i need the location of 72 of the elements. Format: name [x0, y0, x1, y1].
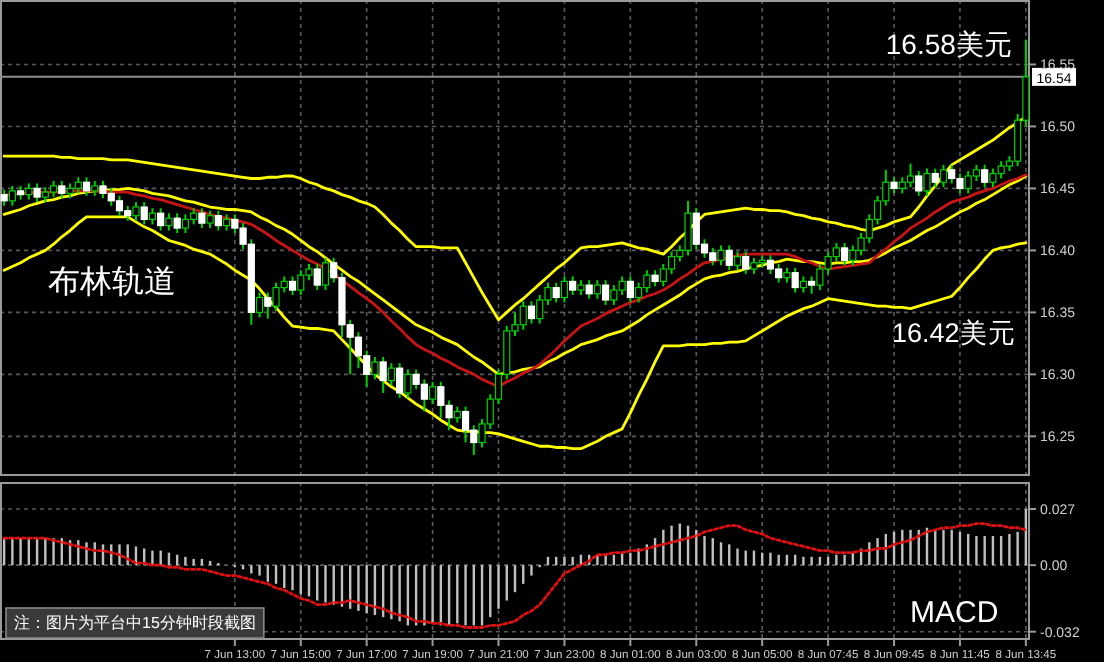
candlestick	[536, 294, 544, 325]
candlestick	[264, 291, 272, 320]
candlestick	[626, 275, 634, 304]
candlestick	[272, 281, 280, 313]
candlestick	[717, 244, 725, 267]
candlestick	[404, 368, 412, 399]
candlestick	[396, 362, 404, 399]
candlestick	[552, 281, 560, 304]
candlestick	[931, 167, 939, 189]
candlestick	[354, 331, 363, 370]
candlestick	[667, 250, 676, 275]
candlestick	[742, 250, 750, 275]
candlestick	[157, 207, 165, 232]
candlestick	[989, 167, 997, 189]
candlestick	[923, 167, 931, 197]
candlestick	[775, 263, 783, 284]
candlestick	[602, 279, 610, 306]
candlestick	[956, 172, 964, 195]
candlestick	[115, 194, 124, 217]
candlestick	[33, 182, 41, 204]
candlestick	[437, 380, 445, 419]
candlestick	[8, 184, 16, 207]
annotation: 16.42美元	[892, 318, 1016, 348]
candlestick	[313, 263, 321, 292]
candlestick	[132, 201, 140, 222]
candlestick	[948, 163, 956, 185]
candlestick	[618, 275, 626, 297]
annotation: 16.58美元	[885, 27, 1012, 60]
candlestick	[964, 170, 972, 195]
candlestick	[692, 207, 700, 251]
candlestick	[684, 199, 692, 257]
candlestick	[181, 213, 189, 235]
candlestick	[288, 275, 297, 297]
candlestick	[906, 162, 915, 189]
annotation: 注：图片为平台中15分钟时段截图	[14, 614, 256, 632]
candlestick	[610, 284, 618, 306]
candlestick	[849, 244, 857, 267]
annotation: 布林轨道	[48, 264, 176, 300]
candlestick	[371, 356, 379, 381]
candlestick	[379, 356, 387, 394]
candlestick	[659, 263, 667, 288]
candlestick	[214, 209, 222, 232]
candlestick	[915, 170, 923, 197]
candlestick	[832, 241, 840, 263]
candlestick	[593, 279, 601, 300]
candlestick	[585, 279, 593, 300]
candlestick	[140, 201, 148, 226]
candlestick	[321, 256, 330, 292]
candlestick	[841, 241, 849, 267]
candlestick	[569, 275, 577, 297]
candlestick	[387, 362, 395, 387]
candlestick	[461, 405, 470, 444]
candlestick	[725, 244, 733, 272]
candlestick	[635, 281, 643, 304]
candlestick	[733, 250, 742, 272]
candlestick	[560, 275, 569, 304]
candlestick	[297, 269, 305, 297]
candlestick	[255, 291, 264, 319]
candlestick	[519, 300, 527, 331]
candlestick	[527, 300, 536, 325]
candlestick	[173, 212, 181, 235]
candlestick	[643, 269, 651, 294]
candlestick	[766, 254, 775, 275]
candlestick	[82, 176, 91, 197]
candlestick	[981, 163, 989, 189]
candlestick	[420, 378, 428, 413]
candlestick	[791, 266, 799, 294]
candlestick	[429, 380, 437, 406]
candlestick	[198, 207, 206, 230]
candlestick	[939, 163, 948, 189]
annotation: MACD	[910, 596, 999, 630]
line-series	[2, 522, 1028, 629]
